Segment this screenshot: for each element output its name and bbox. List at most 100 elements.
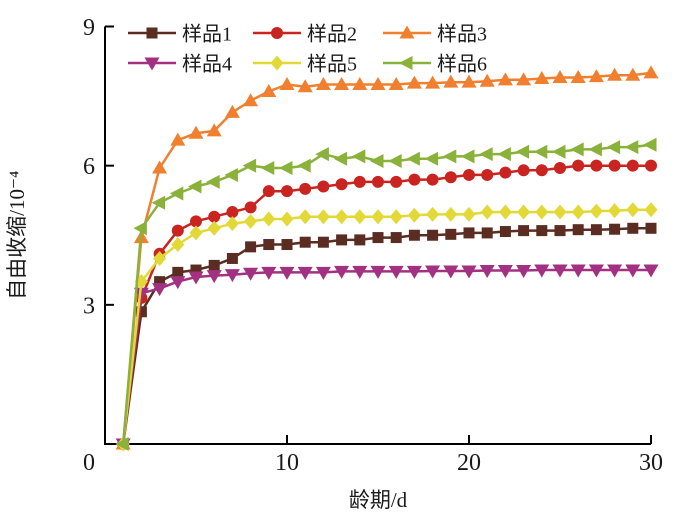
diamond-marker bbox=[608, 203, 622, 219]
triangle-left-marker bbox=[224, 167, 238, 182]
triangle-left-marker bbox=[297, 158, 311, 173]
series-line-3 bbox=[121, 71, 652, 445]
triangle-up-marker bbox=[406, 75, 422, 89]
triangle-up-marker bbox=[534, 70, 550, 84]
y-tick-label: 9 bbox=[83, 15, 95, 41]
triangle-up-marker bbox=[170, 132, 186, 146]
triangle-down-marker bbox=[297, 266, 313, 280]
legend-item-6: 样品6 bbox=[383, 53, 487, 76]
square-marker bbox=[590, 224, 602, 236]
triangle-up-marker bbox=[443, 74, 459, 88]
series-6 bbox=[115, 137, 657, 451]
x-axis-title: 龄期/d bbox=[349, 488, 408, 512]
triangle-down-marker bbox=[625, 264, 641, 278]
triangle-up-marker bbox=[643, 65, 659, 79]
triangle-up-marker bbox=[279, 76, 295, 90]
square-marker bbox=[146, 27, 158, 39]
triangle-up-marker bbox=[399, 25, 415, 39]
diamond-marker bbox=[426, 206, 440, 222]
triangle-up-marker bbox=[588, 69, 604, 83]
square-marker bbox=[445, 228, 457, 240]
triangle-left-marker bbox=[169, 186, 184, 201]
origin-tick-label: 0 bbox=[83, 450, 95, 476]
diamond-marker bbox=[189, 225, 203, 241]
triangle-left-marker bbox=[242, 158, 257, 173]
circle-marker bbox=[608, 159, 621, 172]
triangle-up-marker bbox=[388, 76, 404, 90]
circle-marker bbox=[299, 182, 312, 195]
triangle-down-marker bbox=[315, 266, 331, 280]
square-marker bbox=[499, 226, 511, 238]
circle-marker bbox=[372, 175, 384, 188]
circle-marker bbox=[353, 175, 366, 188]
square-marker bbox=[190, 264, 202, 276]
triangle-down-marker bbox=[461, 265, 477, 279]
triangle-down-marker bbox=[406, 265, 422, 279]
triangle-left-marker bbox=[570, 142, 584, 157]
square-marker bbox=[481, 227, 493, 239]
triangle-down-marker bbox=[552, 264, 568, 278]
circle-marker bbox=[335, 178, 348, 191]
x-tick-label: 20 bbox=[457, 450, 481, 476]
triangle-up-marker bbox=[188, 125, 204, 139]
square-marker bbox=[281, 239, 293, 251]
triangle-left-marker bbox=[370, 154, 384, 169]
circle-marker bbox=[171, 224, 184, 237]
diamond-marker bbox=[280, 211, 294, 227]
diamond-marker bbox=[316, 209, 330, 225]
diamond-marker bbox=[335, 209, 349, 225]
triangle-down-marker bbox=[152, 283, 168, 297]
triangle-left-marker bbox=[606, 140, 621, 155]
triangle-up-marker bbox=[497, 72, 513, 86]
x-tick-label: 30 bbox=[639, 450, 663, 476]
triangle-left-marker bbox=[588, 142, 602, 157]
legend-label: 样品3 bbox=[437, 23, 487, 46]
legend-item-4: 样品4 bbox=[128, 53, 232, 76]
diamond-marker bbox=[298, 209, 312, 225]
legend-item-1: 样品1 bbox=[128, 23, 232, 46]
triangle-down-marker bbox=[370, 265, 386, 279]
triangle-down-marker bbox=[334, 265, 350, 279]
square-marker bbox=[554, 225, 566, 237]
diamond-marker bbox=[270, 55, 284, 71]
triangle-left-marker bbox=[279, 160, 293, 175]
circle-marker bbox=[572, 159, 585, 172]
legend-label: 样品5 bbox=[307, 53, 357, 76]
triangle-up-marker bbox=[370, 76, 386, 90]
circle-marker bbox=[590, 159, 603, 172]
triangle-left-marker bbox=[333, 151, 348, 166]
triangle-down-marker bbox=[133, 287, 149, 301]
circle-marker bbox=[535, 164, 548, 177]
triangle-left-marker bbox=[479, 147, 493, 162]
circle-marker bbox=[281, 185, 293, 198]
triangle-down-marker bbox=[497, 265, 513, 279]
circle-marker bbox=[408, 173, 421, 186]
series-5 bbox=[116, 202, 658, 452]
diamond-marker bbox=[462, 206, 476, 222]
series-line-5 bbox=[121, 208, 651, 445]
triangle-left-marker bbox=[406, 151, 420, 166]
circle-marker bbox=[317, 180, 330, 193]
triangle-down-marker bbox=[388, 265, 404, 279]
square-marker bbox=[390, 232, 402, 244]
square-marker bbox=[609, 223, 621, 235]
square-marker bbox=[263, 239, 275, 251]
circle-marker bbox=[517, 164, 530, 177]
square-marker bbox=[354, 234, 366, 246]
triangle-down-marker bbox=[443, 265, 459, 279]
circle-marker bbox=[481, 168, 494, 181]
triangle-down-marker bbox=[479, 265, 495, 279]
diamond-marker bbox=[353, 209, 367, 225]
square-marker bbox=[135, 306, 147, 318]
legend-item-3: 样品3 bbox=[383, 23, 487, 46]
triangle-down-marker bbox=[516, 265, 532, 279]
diamond-marker bbox=[371, 209, 385, 225]
square-marker bbox=[172, 266, 184, 278]
triangle-up-marker bbox=[479, 73, 495, 87]
triangle-down-marker bbox=[352, 265, 368, 279]
triangle-left-marker bbox=[624, 140, 639, 155]
triangle-left-marker bbox=[497, 147, 511, 162]
triangle-down-marker bbox=[206, 270, 222, 284]
diamond-marker bbox=[207, 220, 221, 236]
